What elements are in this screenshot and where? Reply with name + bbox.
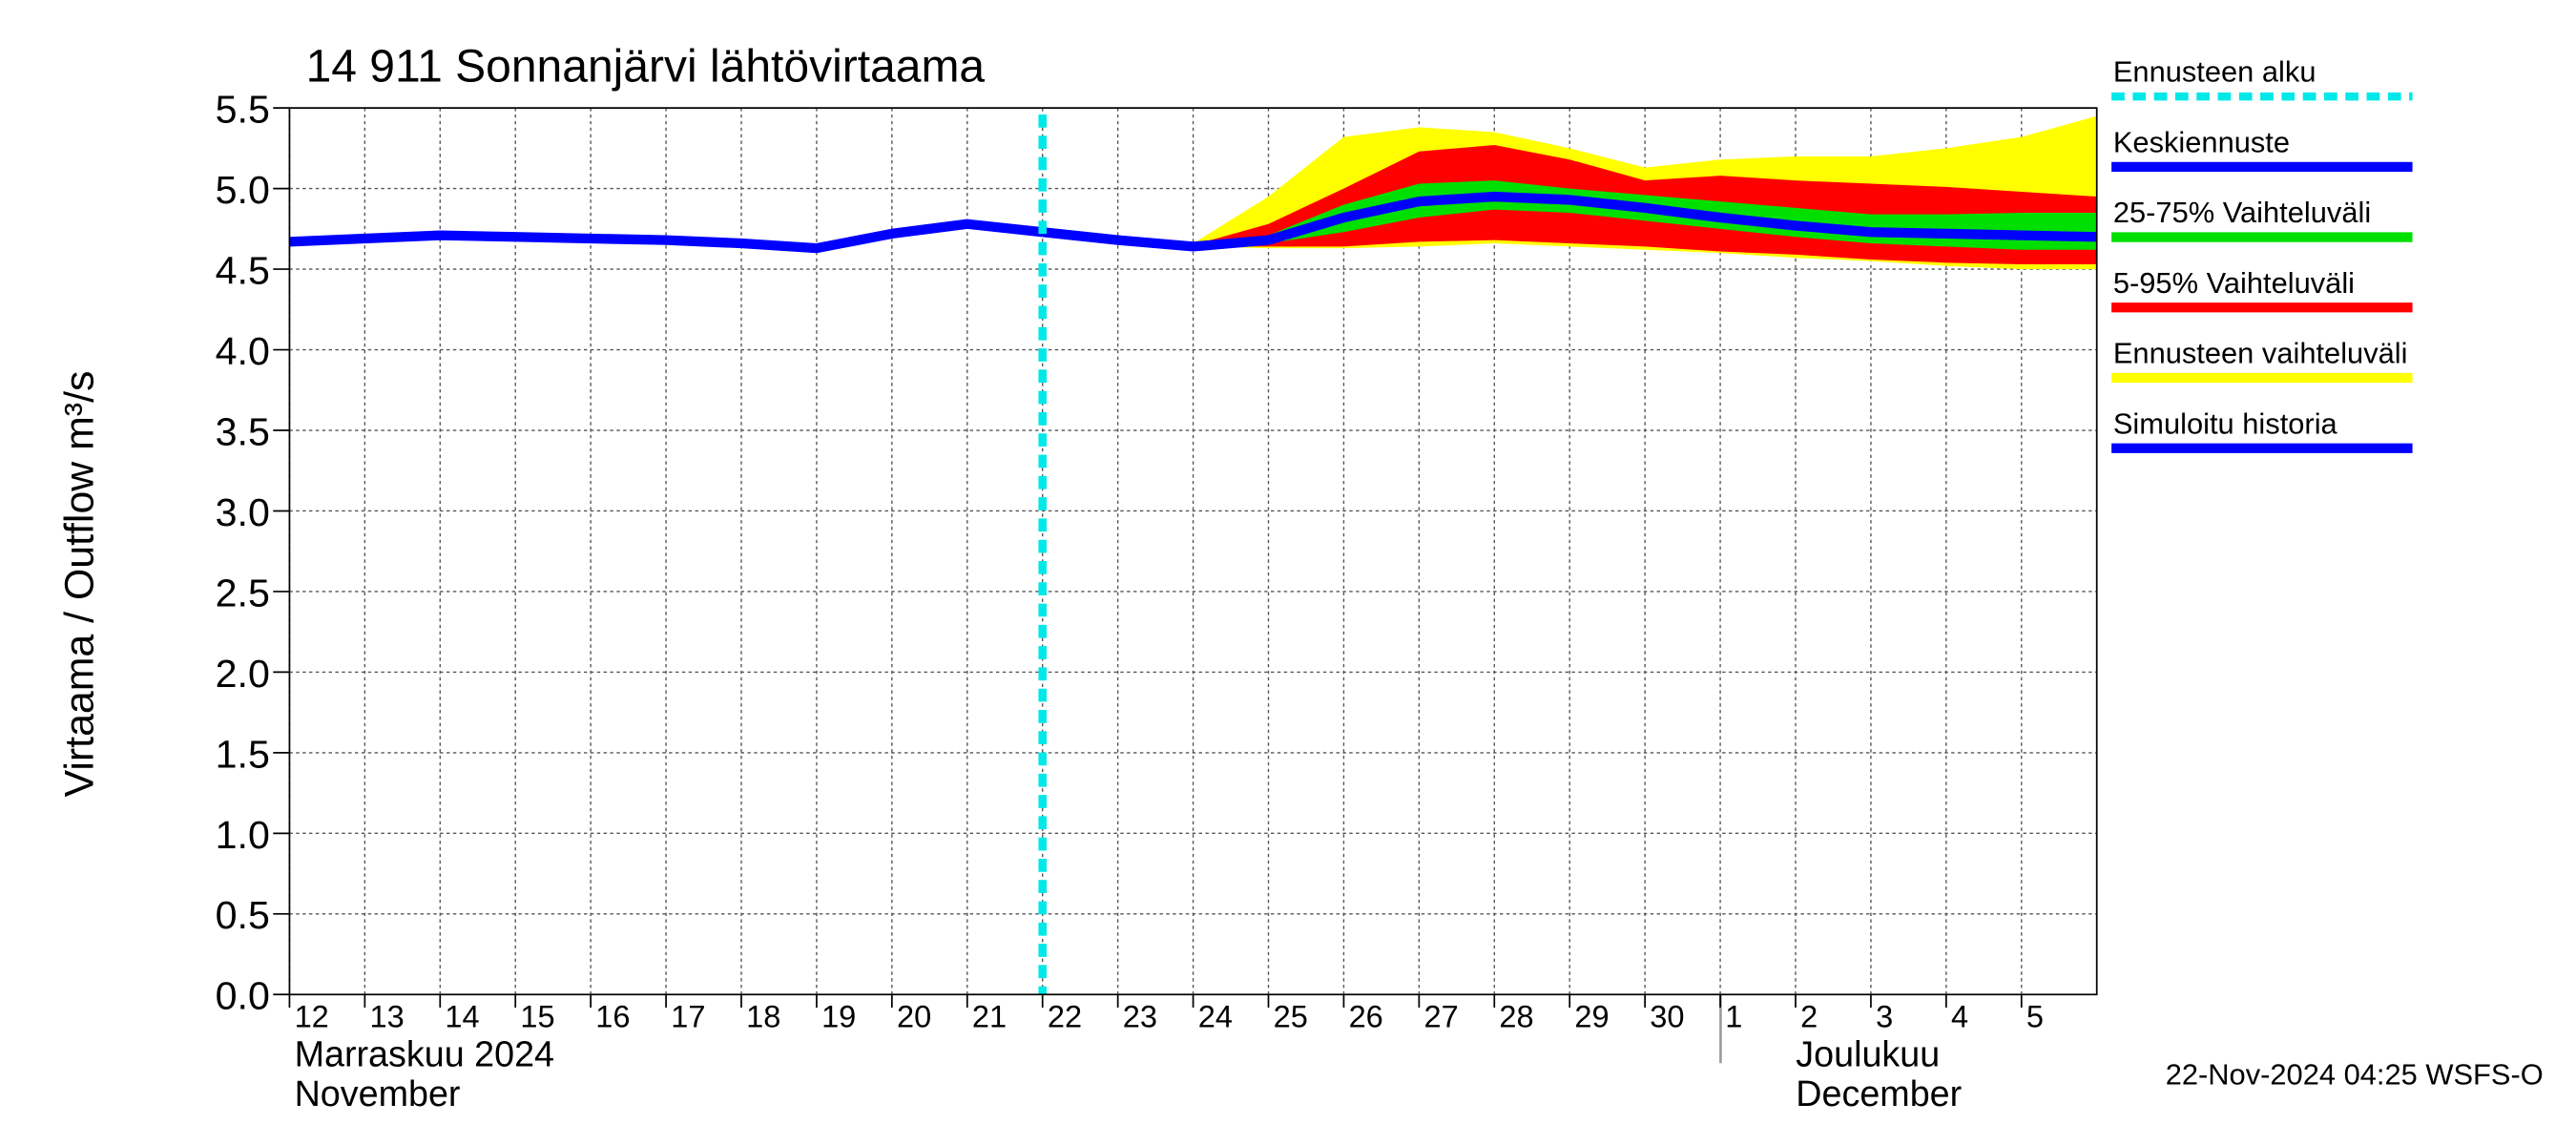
x-tick-label: 19	[821, 1000, 856, 1034]
x-tick-label: 30	[1650, 1000, 1684, 1034]
legend: Ennusteen alku Keskiennuste 25-75% Vaihtel…	[2111, 55, 2413, 453]
y-tick-label: 5.5	[216, 88, 270, 132]
y-tick-label: 3.5	[216, 409, 270, 453]
legend-label: Ennusteen vaihteluväli	[2113, 337, 2408, 370]
month-label: Joulukuu	[1796, 1034, 1940, 1074]
x-tick-label: 4	[1951, 1000, 1968, 1034]
series-line	[1042, 191, 2097, 252]
legend-label: 25-75% Vaihteluväli	[2113, 196, 2371, 229]
month-label: November	[295, 1073, 461, 1114]
y-tick-label: 3.0	[216, 490, 270, 534]
plot-area: 0.00.51.01.52.02.53.03.54.04.55.05.512 13…	[216, 88, 2098, 1034]
x-tick-label: 2	[1800, 1000, 1818, 1034]
legend-label: 5-95% Vaihteluväli	[2113, 266, 2355, 300]
x-tick-label: 3	[1876, 1000, 1893, 1034]
y-tick-label: 5.0	[216, 168, 270, 212]
x-tick-label: 24	[1198, 1000, 1233, 1034]
plot-frame	[288, 107, 2098, 996]
y-tick-label: 0.0	[216, 974, 270, 1018]
y-tick-label: 2.5	[216, 571, 270, 614]
x-tick-label: 23	[1123, 1000, 1157, 1034]
x-tick-label: 13	[369, 1000, 404, 1034]
x-tick-label: 15	[520, 1000, 554, 1034]
x-tick-label: 1	[1725, 1000, 1742, 1034]
x-tick-label: 21	[972, 1000, 1007, 1034]
legend-label: Simuloitu historia	[2113, 406, 2338, 440]
month-label: Marraskuu 2024	[295, 1034, 554, 1074]
timestamp: 22-Nov-2024 04:25 WSFS-O	[2166, 1058, 2544, 1092]
y-tick-label: 0.5	[216, 893, 270, 937]
x-tick-label: 26	[1349, 1000, 1383, 1034]
month-label: December	[1796, 1073, 1962, 1114]
y-tick-label: 4.5	[216, 249, 270, 293]
y-tick-label: 1.5	[216, 732, 270, 776]
x-tick-label: 20	[897, 1000, 931, 1034]
x-tick-label: 28	[1499, 1000, 1533, 1034]
x-tick-label: 27	[1424, 1000, 1459, 1034]
x-tick-label: 16	[595, 1000, 630, 1034]
legend-label: Ennusteen alku	[2113, 55, 2316, 89]
y-tick-label: 1.0	[216, 813, 270, 857]
x-tick-label: 29	[1574, 1000, 1609, 1034]
x-tick-label: 18	[746, 1000, 780, 1034]
x-tick-label: 14	[445, 1000, 479, 1034]
chart-title: 14 911 Sonnanjärvi lähtövirtaama	[306, 42, 986, 93]
x-tick-label: 5	[2026, 1000, 2044, 1034]
x-tick-label: 12	[295, 1000, 329, 1034]
series-line	[289, 219, 1044, 254]
y-axis-label: Virtaama / Outflow m³/s	[57, 371, 103, 798]
x-tick-label: 22	[1048, 1000, 1082, 1034]
legend-label: Keskiennuste	[2113, 125, 2290, 158]
x-tick-label: 25	[1274, 1000, 1308, 1034]
y-tick-label: 4.0	[216, 329, 270, 373]
x-tick-label: 17	[671, 1000, 705, 1034]
y-tick-label: 2.0	[216, 652, 270, 696]
